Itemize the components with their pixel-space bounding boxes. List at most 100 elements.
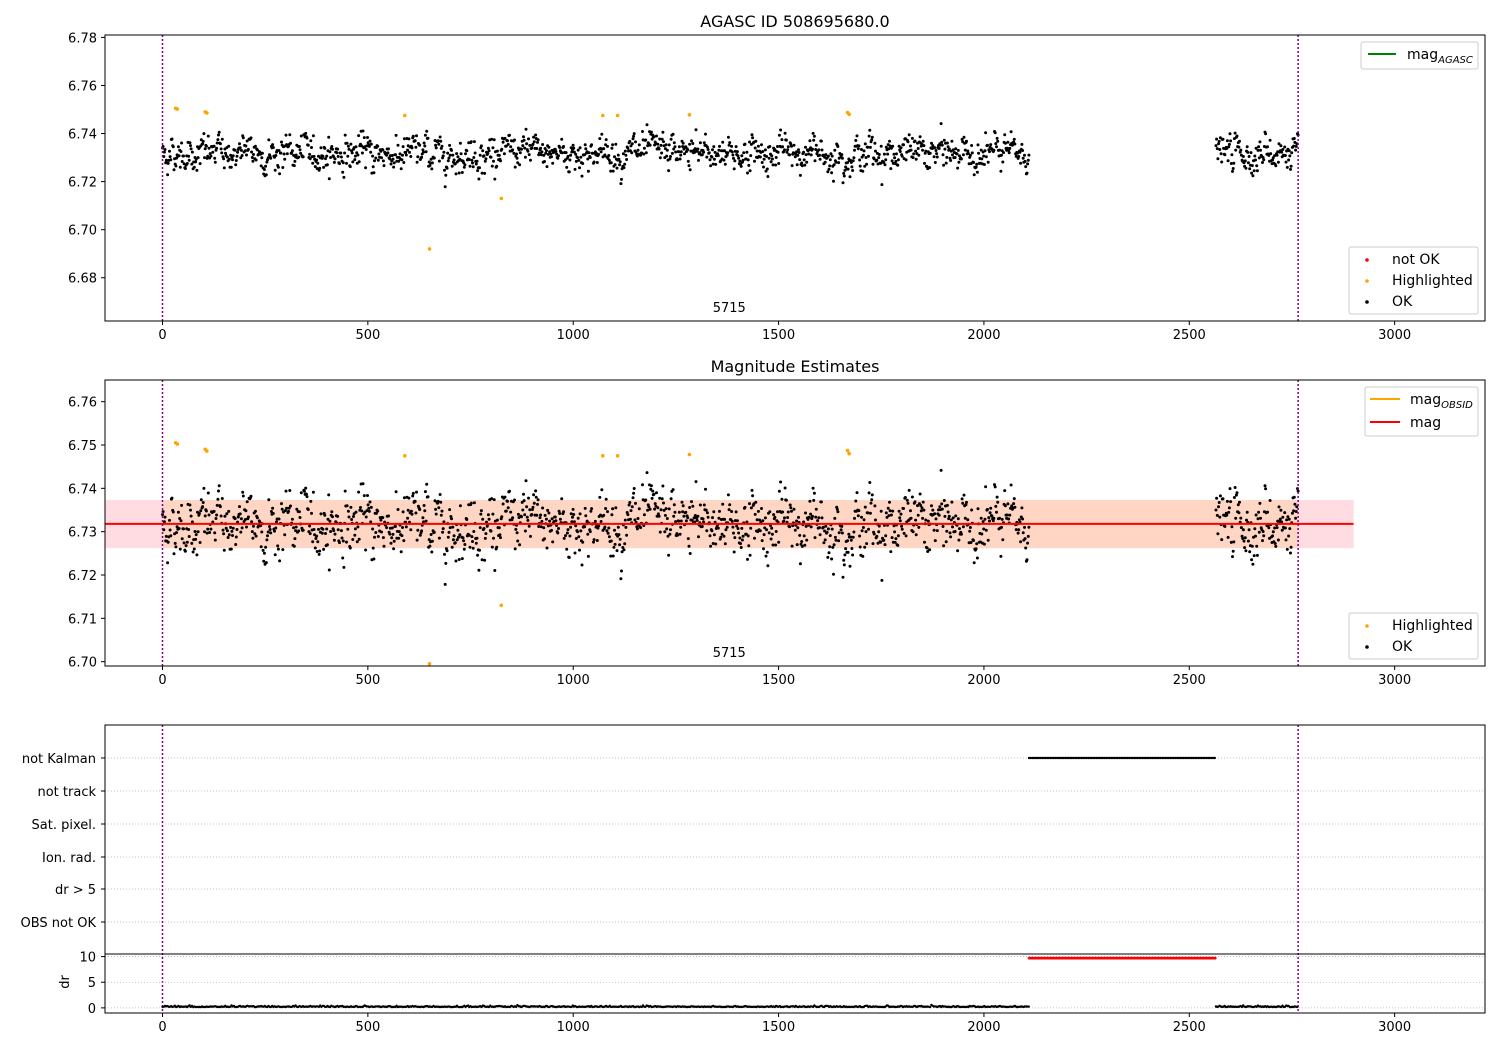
ok-point — [696, 147, 700, 151]
ok-point — [430, 550, 434, 554]
x-tick-label: 1000 — [557, 673, 590, 688]
ok-point — [770, 526, 774, 530]
ok-point — [993, 485, 997, 489]
ok-point — [409, 509, 413, 513]
ok-point — [723, 162, 727, 166]
ok-point — [832, 572, 835, 576]
ok-point — [658, 496, 662, 500]
ok-point — [547, 511, 551, 515]
ok-point — [636, 517, 640, 520]
ok-point — [705, 155, 709, 159]
ok-point — [620, 177, 623, 181]
highlighted-point — [205, 449, 209, 453]
ok-point — [875, 534, 879, 538]
ok-point — [748, 502, 751, 506]
ok-point — [573, 551, 577, 555]
ok-point — [1232, 161, 1236, 165]
ok-point — [318, 166, 322, 170]
ok-point — [812, 138, 816, 142]
ok-point — [333, 532, 337, 536]
ok-point — [285, 506, 289, 510]
ok-point — [415, 134, 418, 138]
ok-point — [820, 516, 824, 520]
ok-point — [426, 136, 430, 140]
ok-point — [1253, 527, 1257, 531]
ok-point — [743, 505, 747, 509]
ok-point — [222, 548, 226, 552]
ok-point — [332, 160, 336, 164]
ok-point — [805, 538, 809, 542]
agasc-mag-panel: AGASC ID 508695680.0 0 500 1000 1500 2000 250… — [68, 12, 1486, 343]
ok-point — [193, 530, 197, 533]
ok-point — [863, 545, 867, 549]
ok-point — [786, 148, 790, 152]
ok-point — [266, 530, 270, 534]
ok-point — [187, 535, 191, 538]
ok-point — [750, 133, 754, 137]
ok-point — [1292, 495, 1296, 499]
ok-point — [732, 531, 735, 535]
ok-point — [415, 538, 419, 542]
ok-point — [962, 135, 966, 139]
ok-point — [1267, 153, 1271, 157]
ok-point — [618, 160, 622, 164]
ok-point — [899, 512, 903, 516]
ok-point — [692, 516, 696, 520]
ok-point — [292, 544, 296, 548]
ok-point — [176, 145, 180, 149]
ok-point — [520, 147, 523, 151]
ok-point — [836, 510, 840, 514]
ok-point — [1287, 149, 1291, 153]
ok-point — [814, 143, 818, 147]
ok-point — [522, 492, 525, 496]
ok-point — [332, 529, 336, 533]
ok-point — [813, 536, 817, 540]
ok-point — [1215, 137, 1219, 141]
ok-point — [482, 154, 486, 158]
ok-point — [353, 527, 357, 531]
ok-point — [631, 496, 635, 500]
ok-point — [1251, 562, 1255, 566]
ok-point — [983, 149, 987, 153]
ok-point — [586, 554, 590, 558]
ok-point — [661, 484, 665, 488]
ok-point — [518, 163, 522, 167]
ok-point — [676, 533, 679, 537]
ok-point — [872, 157, 876, 161]
ok-point — [712, 145, 716, 149]
ok-point — [1225, 139, 1229, 143]
ok-point — [850, 165, 854, 169]
ok-point — [951, 516, 955, 520]
ok-point — [537, 151, 541, 155]
ok-point — [753, 512, 757, 516]
ok-point — [828, 545, 832, 549]
y-tick-label: 6.70 — [68, 224, 97, 239]
ok-point — [698, 503, 702, 507]
ok-point — [716, 154, 720, 158]
ok-point — [581, 540, 585, 544]
ok-point — [696, 514, 700, 518]
ok-point — [856, 147, 860, 151]
panel1-plot-area — [161, 35, 1300, 321]
ok-point — [776, 145, 779, 148]
ok-point — [1003, 489, 1007, 493]
ok-point — [490, 164, 494, 168]
ok-point — [325, 543, 329, 547]
ok-point — [611, 169, 615, 173]
ok-point — [321, 527, 325, 531]
ok-point — [542, 526, 546, 530]
ok-point — [830, 557, 834, 561]
ok-point — [763, 526, 767, 530]
ok-point — [960, 497, 964, 501]
ok-point — [679, 153, 683, 157]
ok-point — [366, 136, 369, 139]
ok-point — [717, 516, 721, 520]
ok-point — [1292, 144, 1296, 148]
ok-point — [926, 550, 930, 553]
ok-point — [851, 553, 855, 557]
ok-point — [396, 143, 400, 147]
ok-point — [919, 504, 923, 507]
ok-point — [216, 138, 220, 142]
ok-point — [995, 495, 999, 499]
ok-point — [866, 511, 870, 515]
